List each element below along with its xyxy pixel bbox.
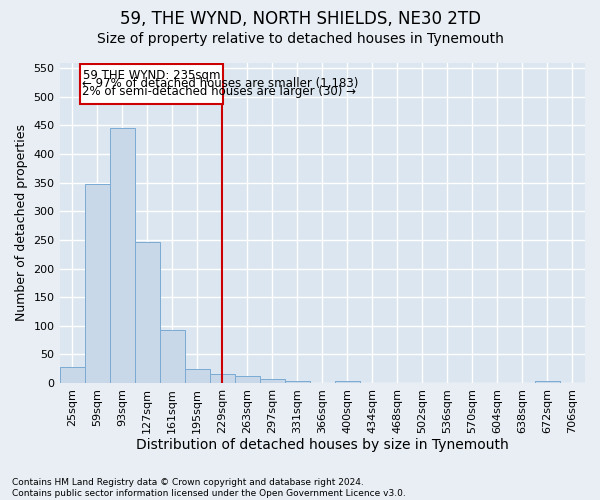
Text: Contains HM Land Registry data © Crown copyright and database right 2024.
Contai: Contains HM Land Registry data © Crown c… [12, 478, 406, 498]
Text: Size of property relative to detached houses in Tynemouth: Size of property relative to detached ho… [97, 32, 503, 46]
Bar [285, 380, 310, 383]
Bar [535, 380, 560, 383]
Text: 2% of semi-detached houses are larger (30) →: 2% of semi-detached houses are larger (3… [82, 85, 356, 98]
FancyBboxPatch shape [80, 64, 223, 104]
Bar [185, 368, 209, 383]
Y-axis label: Number of detached properties: Number of detached properties [15, 124, 28, 321]
Bar [59, 367, 85, 383]
Bar [209, 374, 235, 383]
Bar [160, 330, 185, 383]
Text: 59 THE WYND: 235sqm: 59 THE WYND: 235sqm [83, 70, 220, 82]
Text: ← 97% of detached houses are smaller (1,183): ← 97% of detached houses are smaller (1,… [82, 77, 358, 90]
Bar [260, 379, 285, 383]
Bar [235, 376, 260, 383]
Bar [335, 380, 360, 383]
X-axis label: Distribution of detached houses by size in Tynemouth: Distribution of detached houses by size … [136, 438, 509, 452]
Bar [110, 128, 134, 383]
Bar [134, 242, 160, 383]
Text: 59, THE WYND, NORTH SHIELDS, NE30 2TD: 59, THE WYND, NORTH SHIELDS, NE30 2TD [119, 10, 481, 28]
Bar [85, 184, 110, 383]
